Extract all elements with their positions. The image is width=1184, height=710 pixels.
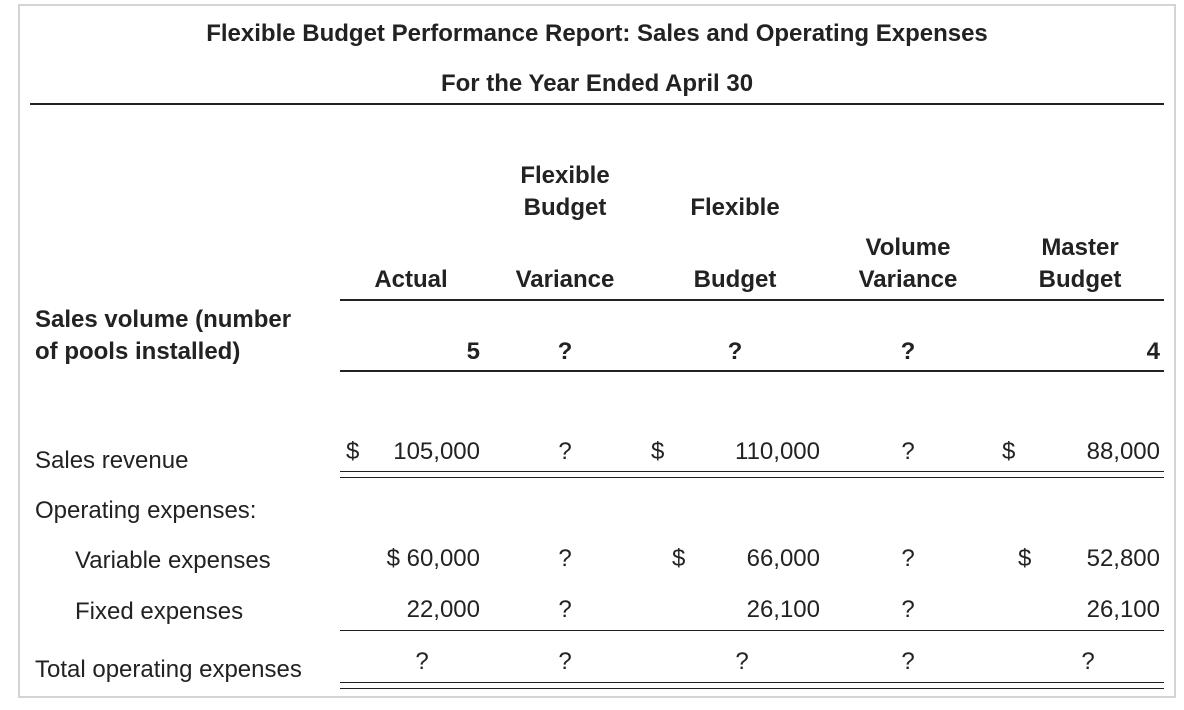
sales-revenue-master-budget-dollar: $ bbox=[1002, 438, 1016, 465]
report-title: Flexible Budget Performance Report: Sale… bbox=[206, 20, 988, 47]
sales-revenue-flexible-budget-dollar: $ bbox=[651, 438, 665, 465]
fixed-expenses-flex-variance: ? bbox=[558, 596, 572, 623]
operating-expenses-label: Operating expenses: bbox=[35, 497, 257, 524]
fixed-expenses-master-budget: 26,100 bbox=[1086, 596, 1160, 623]
sales-revenue-actual-dollar: $ bbox=[346, 438, 360, 465]
variable-expenses-actual: $ 60,000 bbox=[386, 545, 480, 572]
sales-volume-label-line2: of pools installed) bbox=[35, 338, 241, 365]
sales-volume-master-budget: 4 bbox=[1146, 338, 1160, 365]
header-flex-variance-line2: Budget bbox=[523, 194, 607, 221]
header-master-budget-line2: Budget bbox=[1038, 266, 1122, 293]
variable-expenses-volume-variance: ? bbox=[901, 545, 915, 572]
fixed-expenses-flexible-budget: 26,100 bbox=[746, 596, 820, 623]
sales-volume-rule bbox=[340, 370, 1164, 372]
fixed-expenses-rule bbox=[340, 630, 1164, 631]
variable-expenses-flexible-budget: 66,000 bbox=[746, 545, 820, 572]
total-operating-expenses-actual: ? bbox=[415, 648, 429, 675]
total-double-rule-top bbox=[340, 682, 1164, 683]
header-master-budget-line1: Master bbox=[1041, 234, 1119, 261]
header-actual: Actual bbox=[374, 266, 448, 293]
header-flex-variance-line3: Variance bbox=[515, 266, 615, 293]
variable-expenses-flex-variance: ? bbox=[558, 545, 572, 572]
sales-volume-actual: 5 bbox=[466, 338, 480, 365]
header-rule bbox=[340, 299, 1164, 301]
sales-revenue-volume-variance: ? bbox=[901, 438, 915, 465]
total-double-rule-bottom bbox=[340, 688, 1164, 689]
header-flexible-budget-line2: Budget bbox=[693, 266, 777, 293]
sales-revenue-double-rule-bottom bbox=[340, 477, 1164, 478]
sales-revenue-double-rule-top bbox=[340, 471, 1164, 472]
header-flexible-budget-line1: Flexible bbox=[690, 194, 780, 221]
total-operating-expenses-volume-variance: ? bbox=[901, 648, 915, 675]
header-volume-variance-line1: Volume bbox=[865, 234, 951, 261]
fixed-expenses-actual: 22,000 bbox=[406, 596, 480, 623]
sales-volume-flex-variance: ? bbox=[557, 338, 573, 365]
sales-revenue-actual: 105,000 bbox=[393, 438, 480, 465]
report-frame bbox=[18, 4, 1176, 698]
sales-volume-label-line1: Sales volume (number bbox=[35, 306, 292, 333]
total-operating-expenses-flex-variance: ? bbox=[558, 648, 572, 675]
variable-expenses-label: Variable expenses bbox=[75, 547, 271, 574]
sales-revenue-flexible-budget: 110,000 bbox=[735, 438, 820, 465]
sales-revenue-label: Sales revenue bbox=[35, 447, 189, 474]
variable-expenses-master-budget-dollar: $ bbox=[1018, 545, 1032, 572]
variable-expenses-master-budget: 52,800 bbox=[1086, 545, 1160, 572]
sales-revenue-master-budget: 88,000 bbox=[1086, 438, 1160, 465]
fixed-expenses-label: Fixed expenses bbox=[75, 598, 244, 625]
total-operating-expenses-master-budget: ? bbox=[1081, 648, 1095, 675]
total-operating-expenses-label: Total operating expenses bbox=[35, 656, 302, 683]
title-rule bbox=[30, 103, 1164, 105]
sales-volume-volume-variance: ? bbox=[900, 338, 916, 365]
sales-volume-flexible-budget: ? bbox=[727, 338, 743, 365]
header-flex-variance-line1: Flexible bbox=[520, 162, 610, 189]
variable-expenses-flexible-budget-dollar: $ bbox=[672, 545, 686, 572]
total-operating-expenses-flexible-budget: ? bbox=[735, 648, 749, 675]
fixed-expenses-volume-variance: ? bbox=[901, 596, 915, 623]
report-subtitle: For the Year Ended April 30 bbox=[440, 70, 754, 97]
header-volume-variance-line2: Variance bbox=[858, 266, 958, 293]
sales-revenue-flex-variance: ? bbox=[558, 438, 572, 465]
